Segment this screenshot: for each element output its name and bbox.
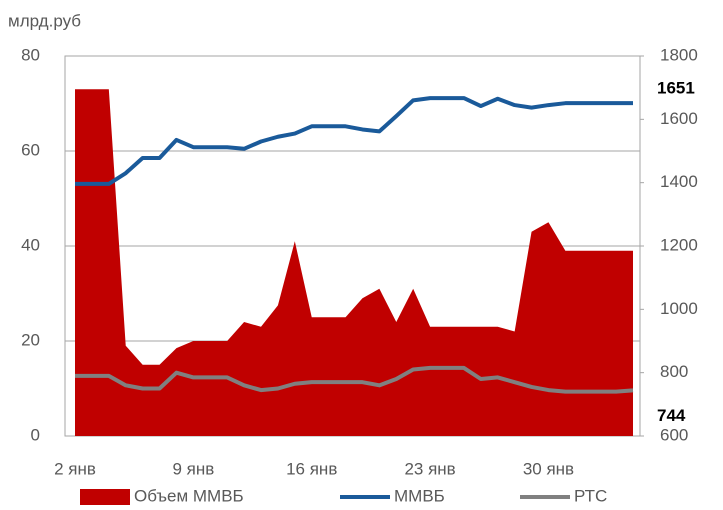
y-tick-label: 40 [21, 235, 40, 254]
legend-label: Объем ММВБ [134, 486, 244, 505]
area [75, 89, 633, 436]
y2-tick-label: 600 [660, 425, 688, 444]
legend-swatch [80, 489, 130, 505]
end-value-label: 1651 [657, 79, 695, 98]
x-tick-label: 16 янв [286, 459, 337, 478]
x-tick-label: 9 янв [172, 459, 214, 478]
y2-tick-label: 1000 [660, 299, 698, 318]
y2-tick-label: 1400 [660, 172, 698, 191]
x-tick-label: 23 янв [404, 459, 455, 478]
end-value-label: 744 [657, 406, 686, 425]
line [75, 96, 633, 186]
legend-label: ММВБ [394, 486, 445, 505]
x-tick-label: 30 янв [523, 459, 574, 478]
y-tick-label: 0 [31, 425, 40, 444]
y-tick-label: 20 [21, 330, 40, 349]
legend-label: РТС [574, 486, 607, 505]
y2-tick-label: 1200 [660, 235, 698, 254]
y-axis-label: млрд.руб [8, 11, 81, 30]
y2-tick-label: 800 [660, 362, 688, 381]
y2-tick-label: 1600 [660, 109, 698, 128]
y2-tick-label: 1800 [660, 45, 698, 64]
x-tick-label: 2 янв [54, 459, 96, 478]
y-tick-label: 80 [21, 45, 40, 64]
y-tick-label: 60 [21, 140, 40, 159]
line [75, 365, 634, 394]
